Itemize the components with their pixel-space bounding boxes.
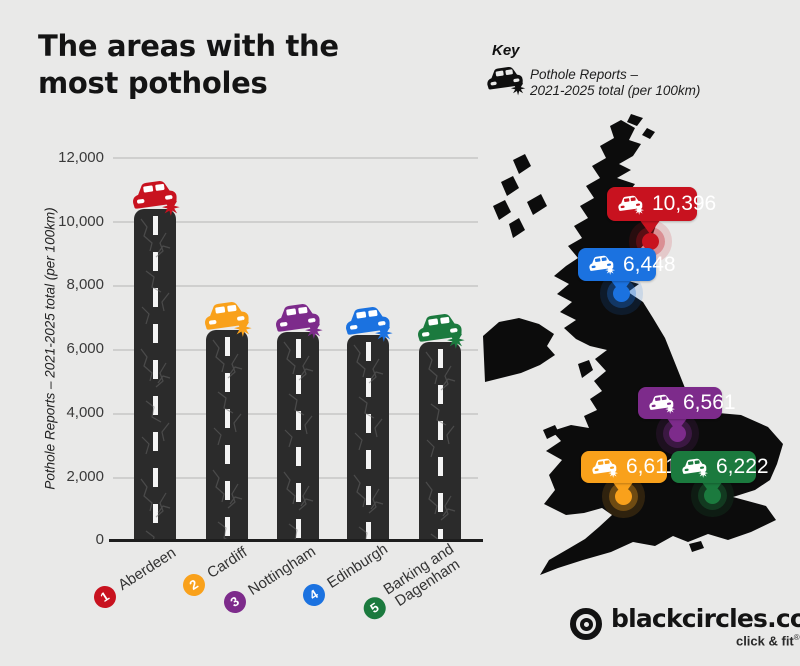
map-pin-cardiff: 6,611 — [581, 451, 677, 505]
x-label-text: Cardiff — [204, 543, 251, 582]
map-pin-aberdeen: 10,396 — [607, 187, 716, 250]
y-tick-6000: 6,000 — [66, 340, 104, 357]
x-label-text: Barking and Dagenham — [380, 540, 463, 610]
blackcircles-logo-icon — [570, 608, 602, 640]
pin-bubble-cardiff: 6,611 — [581, 451, 677, 483]
y-tick-4000: 4,000 — [66, 404, 104, 421]
pin-value: 6,222 — [716, 455, 769, 478]
x-label-aberdeen: 1 Aberdeen — [89, 543, 181, 613]
pothole-car-icon — [616, 193, 646, 216]
pin-bubble-barking-and-dagenham: 6,222 — [671, 451, 769, 483]
brand-tagline: click & fit® tyres — [611, 633, 800, 648]
pin-value: 6,611 — [626, 455, 677, 478]
pin-tail — [666, 417, 688, 432]
pothole-car-icon — [587, 253, 617, 276]
car-icon-cardiff — [201, 297, 255, 339]
pin-tail — [612, 481, 634, 496]
page-title: The areas with the most potholes — [38, 28, 339, 102]
rank-badge-5: 5 — [359, 592, 390, 624]
car-icon-aberdeen — [129, 176, 183, 218]
map-marker-aberdeen — [641, 232, 659, 250]
pin-bubble-edinburgh: 6,448 — [578, 248, 676, 281]
map-pin-edinburgh: 6,448 — [578, 248, 676, 302]
pin-value: 6,561 — [683, 391, 736, 414]
bar-edinburgh — [347, 335, 389, 541]
rank-badge-1: 1 — [89, 581, 121, 613]
pin-bubble-nottingham: 6,561 — [638, 387, 736, 419]
y-tick-12000: 12,000 — [58, 149, 104, 166]
pin-bubble-aberdeen: 10,396 — [607, 187, 716, 221]
logo-text-block: blackcircles.com click & fit® tyres — [611, 604, 800, 649]
y-tick-8000: 8,000 — [66, 276, 104, 293]
bar-cardiff — [206, 330, 248, 541]
car-icon-nottingham — [272, 299, 326, 341]
bar-barking-and-dagenham — [419, 342, 461, 541]
legend-heading: Key — [492, 42, 520, 59]
x-label-text: Aberdeen — [115, 544, 180, 594]
car-icon-edinburgh — [342, 302, 396, 344]
map-pin-barking-and-dagenham: 6,222 — [671, 451, 769, 504]
registered-mark: ® — [793, 633, 800, 642]
rank-badge-2: 2 — [178, 569, 210, 601]
map-pin-nottingham: 6,561 — [638, 387, 736, 442]
x-axis-line — [109, 539, 483, 542]
brand-logo: blackcircles.com click & fit® tyres — [570, 606, 800, 648]
bar-aberdeen — [134, 209, 176, 541]
rank-badge-4: 4 — [298, 579, 330, 611]
uk-map — [483, 114, 783, 575]
gridline-8000 — [113, 285, 478, 287]
rank-badge-3: 3 — [219, 586, 251, 618]
bar-nottingham — [277, 332, 319, 541]
legend-text-line1: Pothole Reports – — [530, 67, 639, 82]
brand-name: blackcircles.com — [611, 604, 800, 633]
pothole-car-icon — [590, 456, 620, 479]
page-title-line2: most potholes — [38, 66, 268, 100]
pothole-car-icon — [484, 63, 528, 97]
pin-tail — [610, 279, 632, 294]
legend-text: Pothole Reports – 2021-2025 total (per 1… — [530, 67, 700, 99]
y-tick-0: 0 — [95, 531, 104, 548]
pothole-car-icon — [680, 456, 710, 479]
tagline-click-fit: click & fit — [735, 633, 794, 649]
pin-value: 6,448 — [623, 252, 676, 276]
y-tick-2000: 2,000 — [66, 468, 104, 485]
legend-text-line2: 2021-2025 total (per 100km) — [530, 83, 701, 98]
pothole-car-icon — [647, 392, 677, 415]
gridline-12000 — [113, 157, 478, 159]
logo-inner-ring — [579, 617, 593, 631]
page-title-line1: The areas with the — [38, 29, 339, 63]
pin-value: 10,396 — [652, 192, 717, 215]
y-tick-10000: 10,000 — [58, 213, 104, 230]
pin-tail — [639, 219, 661, 234]
car-icon-barking-and-dagenham — [414, 309, 468, 351]
gridline-10000 — [113, 221, 478, 223]
pin-tail — [701, 481, 723, 496]
